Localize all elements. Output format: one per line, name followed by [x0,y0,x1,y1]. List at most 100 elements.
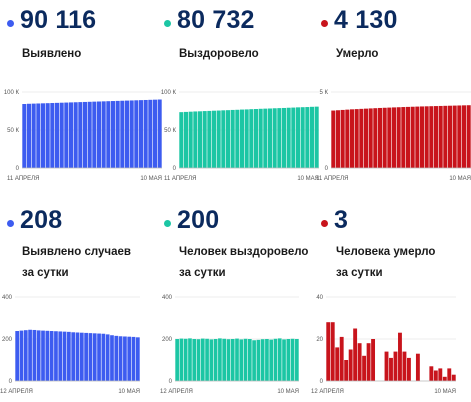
bar [79,332,84,381]
bar [273,338,278,381]
bar [406,357,411,381]
bar [405,106,411,168]
bar [209,339,214,381]
bar [466,105,471,168]
bar [54,331,58,381]
panel-value: 208 [20,206,63,234]
bar [82,101,88,168]
bar [357,343,362,381]
bar [461,105,467,168]
bar [272,108,277,168]
bar [267,108,273,168]
bar [433,370,438,381]
panel-label-2: за сутки [22,267,69,279]
bar [148,99,153,168]
bar [45,330,50,381]
x-end-label: 10 МАЯ [277,389,299,395]
bar [277,338,282,381]
bar [305,107,310,168]
x-start-label: 12 АПРЕЛЯ [0,389,33,395]
bar [64,102,69,168]
bar [197,111,203,168]
bar [26,103,32,168]
bar [424,106,429,168]
bar [401,107,406,168]
bar [200,338,205,381]
bar [188,111,193,168]
panel-value: 80 732 [177,6,255,34]
bar [71,332,76,381]
y-tick-label: 100 К [161,90,177,96]
y-tick-label: 200 [2,337,13,343]
bar [41,330,45,381]
bar [393,351,398,381]
bar [314,106,319,168]
x-start-label: 11 АПРЕЛЯ [7,176,39,182]
bar [353,328,358,381]
bar [120,100,125,168]
bar [300,107,305,168]
bar [15,331,20,381]
bar [40,103,46,168]
bar [183,338,188,381]
bar [67,331,71,381]
bar [216,110,221,168]
bar [396,107,401,168]
bar [213,339,218,381]
panel-value: 4 130 [334,6,398,34]
bar [221,110,226,168]
bar [377,107,383,168]
bar [402,351,407,381]
x-start-label: 12 АПРЕЛЯ [311,389,344,395]
bar [114,335,119,381]
bar [269,339,274,381]
bar [143,99,148,168]
bar [50,103,55,168]
panel-value: 3 [334,206,349,234]
bar [87,101,92,168]
bar [249,109,254,168]
bar [447,105,453,168]
panel-label: Выявлено [22,48,82,60]
bar [183,111,189,168]
bar [123,336,127,381]
panel-daily-recovered: 200 Человек выздоровело за сутки 0 200 400… [157,200,308,400]
panel-label: Человека умерло [336,246,436,258]
bar [19,330,24,381]
x-end-label: 10 МАЯ [140,176,162,182]
bar [359,108,364,168]
chart-daily-cases: 0 200 400 12 АПРЕЛЯ 10 МАЯ [0,295,140,395]
panel-label: Выявлено случаев [22,246,131,258]
bar [62,331,67,381]
bar [340,109,345,168]
bar [211,110,217,168]
bar [138,100,144,168]
series-dot [321,220,328,227]
bar [73,102,78,168]
bar [68,102,74,168]
bar [290,338,295,381]
bar [256,339,261,381]
bar [110,335,114,381]
bar [391,107,397,168]
bar [344,360,349,381]
y-tick-label: 400 [2,295,13,301]
series-dot [164,20,171,27]
series-dot [7,20,14,27]
bar [235,338,239,381]
bar [152,99,158,168]
bar [263,108,268,168]
series-dot [164,220,171,227]
bar [265,339,269,381]
bar [244,109,249,168]
chart-total-cases: 0 50 К 100 К 11 АПРЕЛЯ 10 МАЯ [4,90,162,182]
bar [243,338,248,381]
y-tick-label: 400 [162,295,173,301]
bar [58,331,63,381]
bar [433,106,439,168]
bar [286,339,291,381]
bar [131,336,136,381]
y-tick-label: 0 [9,379,13,385]
bar [92,333,97,381]
y-tick-label: 0 [16,166,20,172]
